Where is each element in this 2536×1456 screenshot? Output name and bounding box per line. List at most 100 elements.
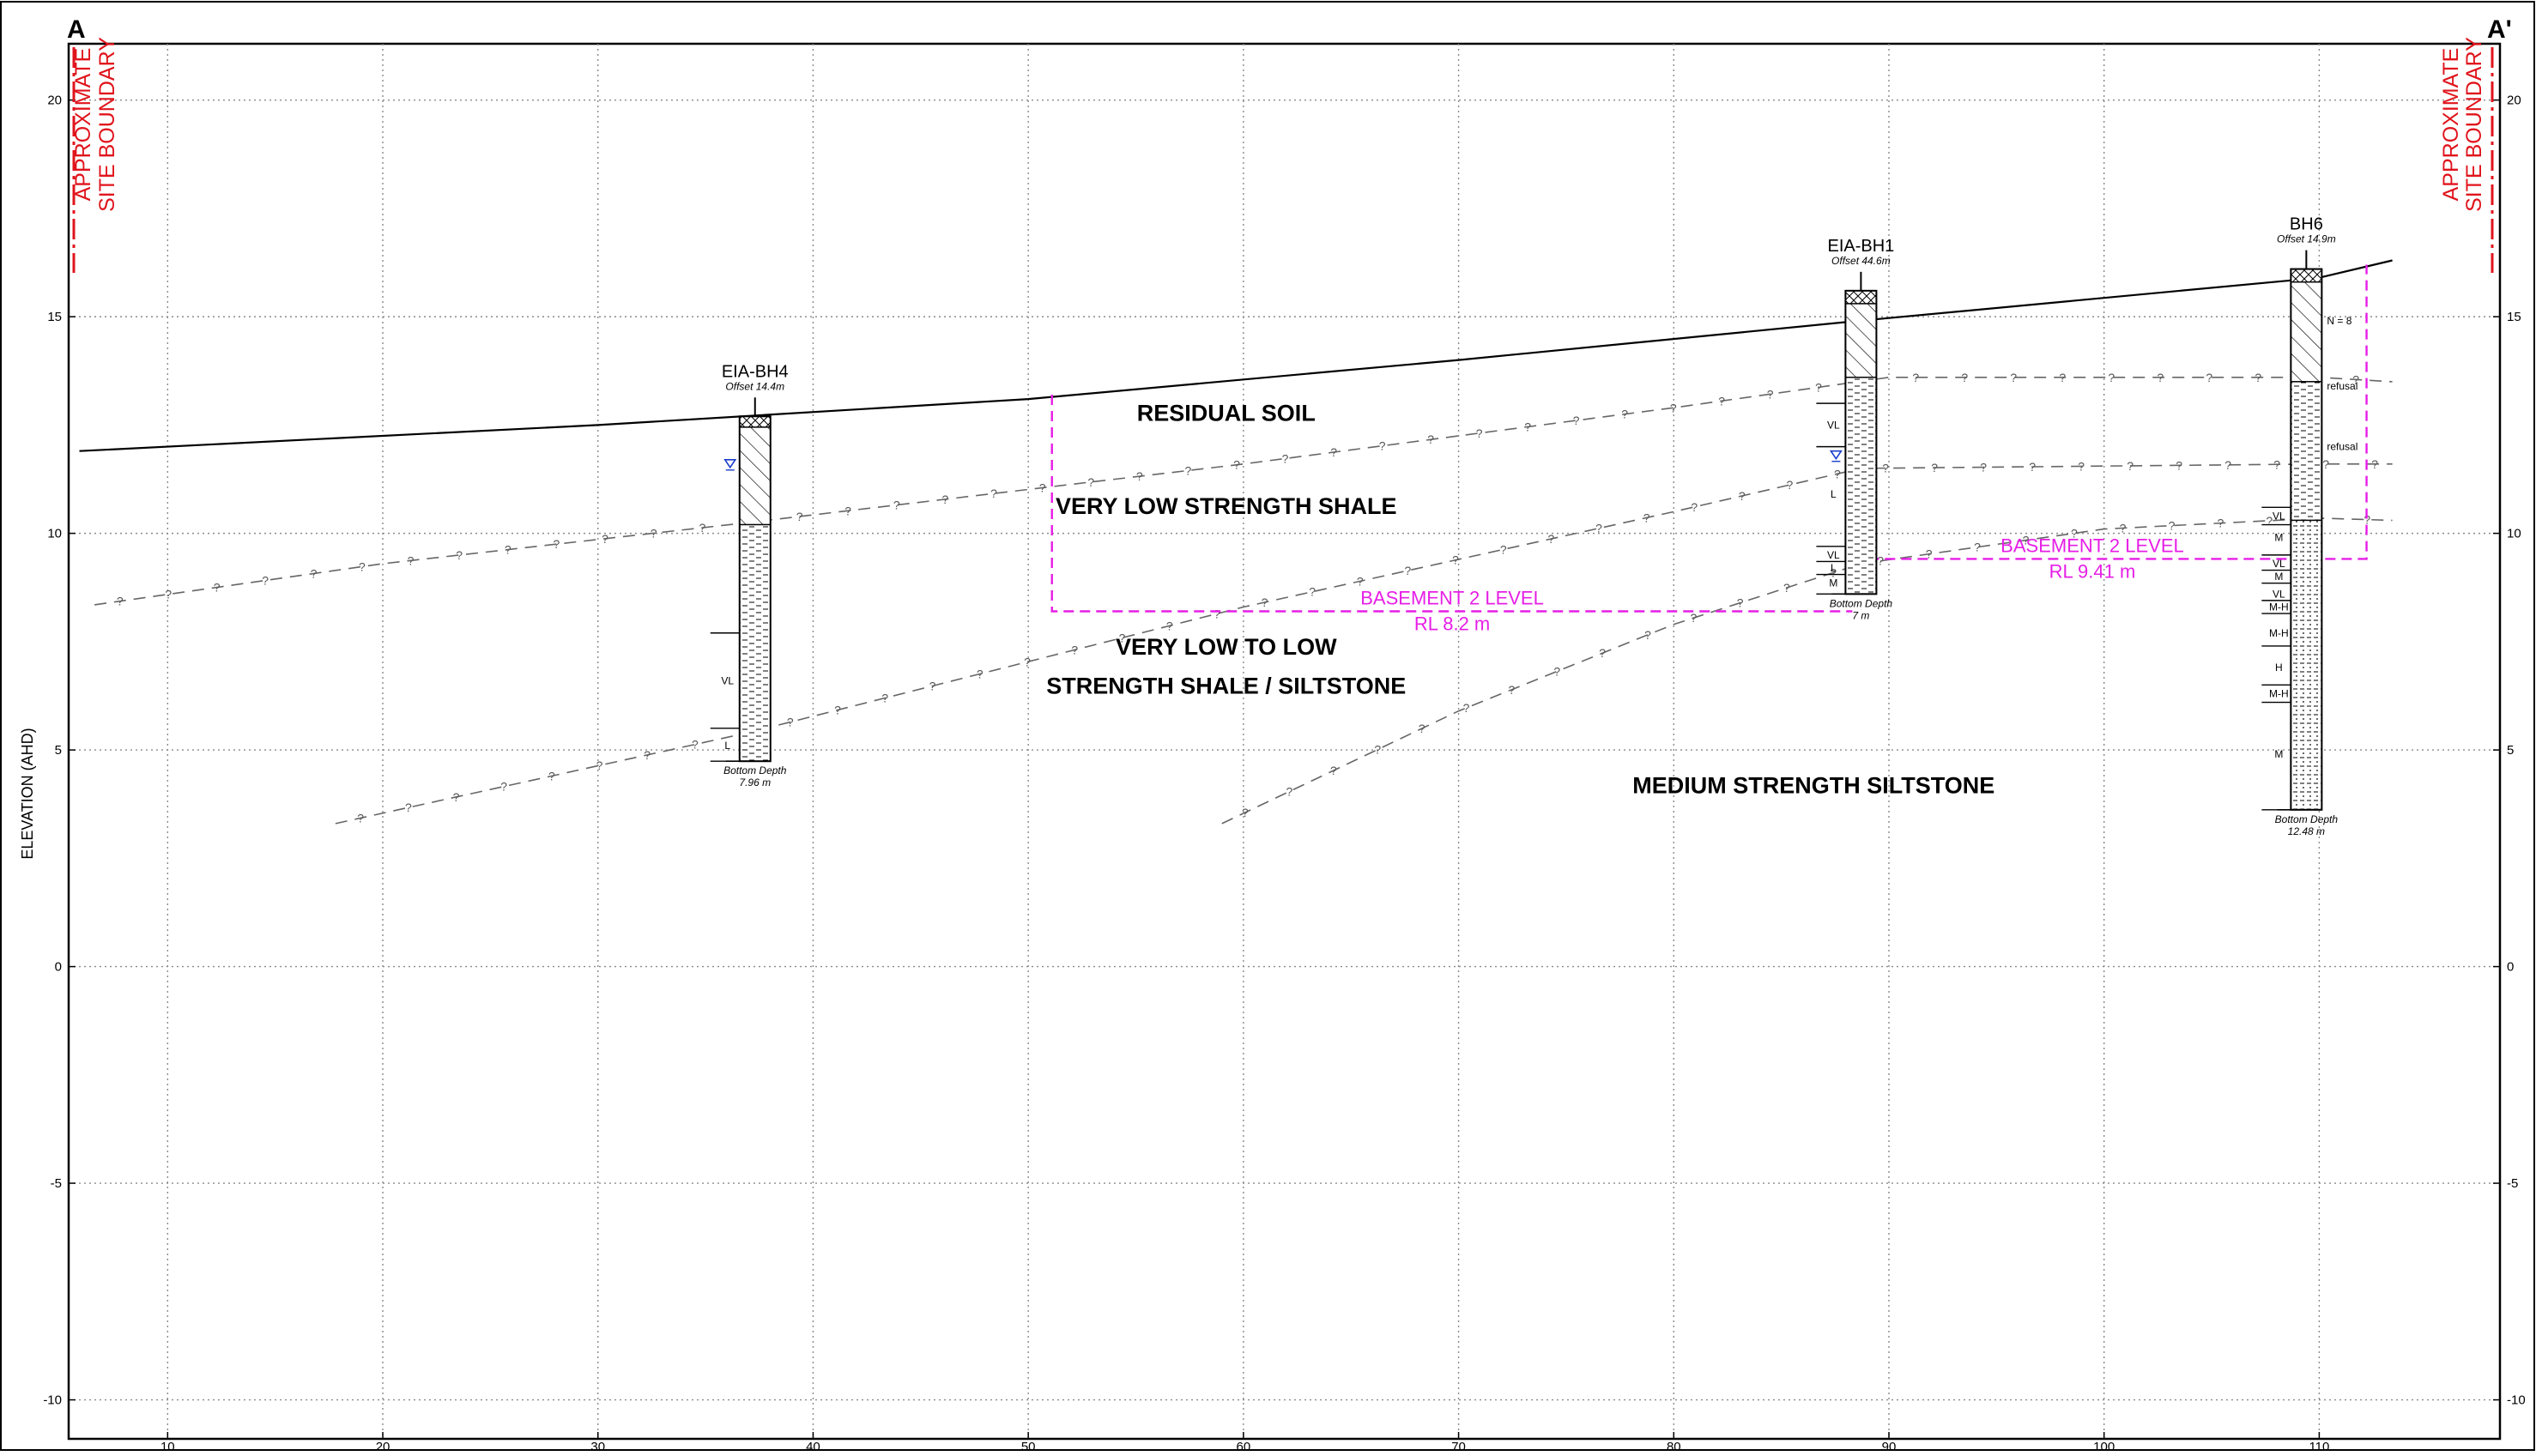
basement-rl: RL 9.41 m bbox=[2049, 560, 2136, 582]
uncertain-marker: ? bbox=[1882, 462, 1889, 475]
x-tick-label: 60 bbox=[1237, 1440, 1251, 1452]
basement-outline bbox=[1050, 395, 1853, 613]
uncertain-marker: ? bbox=[1691, 500, 1698, 514]
site-boundary-lines bbox=[72, 47, 2494, 273]
uncertain-marker: ? bbox=[405, 800, 412, 814]
uncertain-marker: ? bbox=[554, 537, 560, 551]
uncertain-marker: ? bbox=[548, 769, 555, 782]
uncertain-marker: ? bbox=[1643, 511, 1650, 524]
uncertain-marker: ? bbox=[2127, 459, 2134, 473]
uncertain-marker: ? bbox=[1783, 581, 1790, 595]
uncertain-marker: ? bbox=[1830, 565, 1837, 579]
bottom-depth-value: 7 m bbox=[1852, 609, 1869, 621]
uncertain-marker: ? bbox=[1737, 596, 1744, 610]
uncertain-marker: ? bbox=[1877, 554, 1884, 568]
uncertain-marker: ? bbox=[1262, 595, 1268, 609]
uncertain-marker: ? bbox=[1834, 467, 1841, 480]
log-layer-fill bbox=[2290, 268, 2323, 283]
x-tick-label: 70 bbox=[1451, 1440, 1466, 1452]
uncertain-marker: ? bbox=[1419, 722, 1425, 735]
unit-label: STRENGTH SHALE / SILTSTONE bbox=[1046, 673, 1406, 698]
uncertain-marker: ? bbox=[2176, 458, 2182, 472]
basement-outlines: BASEMENT 2 LEVEL RL 8.2 m BASEMENT 2 LEVEL… bbox=[1050, 264, 2368, 635]
uncertain-marker: ? bbox=[881, 692, 888, 705]
uncertain-marker: ? bbox=[1309, 585, 1316, 599]
y-tick-label-right: 10 bbox=[2507, 527, 2521, 541]
uncertain-marker: ? bbox=[1573, 414, 1580, 427]
x-tick-label: 100 bbox=[2093, 1440, 2115, 1452]
uncertain-marker: ? bbox=[1553, 665, 1560, 679]
uncertain-marker: ? bbox=[1242, 806, 1249, 819]
groundwater-icon bbox=[1829, 450, 1843, 461]
y-tick-label-right: -5 bbox=[2507, 1176, 2518, 1191]
left-boundary-line1: APPROXIMATE bbox=[71, 48, 95, 202]
uncertain-marker: ? bbox=[1119, 631, 1126, 644]
rock-strength-label: M bbox=[2274, 748, 2283, 760]
y-tick-label-right: 0 bbox=[2507, 960, 2514, 975]
uncertain-marker: ? bbox=[2078, 459, 2085, 473]
uncertain-marker: ? bbox=[1452, 553, 1459, 567]
uncertain-marker: ? bbox=[990, 486, 997, 500]
rock-strength-label: M-H bbox=[2269, 601, 2289, 613]
left-boundary-line2: SITE BOUNDARY bbox=[95, 37, 119, 212]
uncertain-marker: ? bbox=[1024, 655, 1031, 668]
uncertain-marker: ? bbox=[699, 521, 705, 535]
uncertain-marker: ? bbox=[2273, 457, 2280, 471]
bottom-depth-value: 7.96 m bbox=[739, 776, 771, 788]
uncertain-marker: ? bbox=[2266, 514, 2273, 528]
groundwater-icon bbox=[723, 459, 737, 469]
uncertain-marker: ? bbox=[1374, 743, 1381, 757]
y-tick-label-right: 15 bbox=[2507, 310, 2521, 324]
uncertain-marker: ? bbox=[1644, 628, 1651, 642]
uncertain-marker: ? bbox=[1691, 611, 1698, 625]
unit-label: RESIDUAL SOIL bbox=[1137, 400, 1316, 426]
log-layer-fill bbox=[739, 415, 772, 428]
rock-strength-label: M bbox=[2274, 532, 2283, 544]
rock-strength-label: VL bbox=[2273, 588, 2285, 600]
uncertain-marker: ? bbox=[1961, 371, 1968, 384]
y-tick-label-left: 10 bbox=[47, 527, 62, 541]
section-start-label: A bbox=[67, 15, 86, 44]
unit-label: VERY LOW TO LOW bbox=[1116, 634, 1337, 660]
uncertain-marker: ? bbox=[408, 553, 415, 567]
y-tick-label-right: 5 bbox=[2507, 743, 2514, 758]
x-tick-label: 20 bbox=[376, 1440, 390, 1452]
grid bbox=[69, 44, 2500, 1439]
basement-title: BASEMENT 2 LEVEL bbox=[2000, 535, 2184, 556]
uncertain-marker: ? bbox=[1071, 643, 1078, 656]
uncertain-marker: ? bbox=[1330, 764, 1337, 777]
unit-label: VERY LOW STRENGTH SHALE bbox=[1056, 493, 1397, 519]
borehole-offset: Offset 44.6m bbox=[1831, 255, 1891, 267]
unit-label: MEDIUM STRENGTH SILTSTONE bbox=[1632, 773, 1994, 799]
basement-title: BASEMENT 2 LEVEL bbox=[1360, 588, 1544, 609]
y-tick-label-right: -10 bbox=[2507, 1393, 2526, 1408]
uncertain-marker: ? bbox=[1931, 461, 1938, 474]
uncertain-marker: ? bbox=[1379, 439, 1386, 453]
y-tick-label-right: 20 bbox=[2507, 94, 2521, 108]
uncertain-marker: ? bbox=[2352, 372, 2359, 386]
uncertain-marker: ? bbox=[1039, 481, 1046, 495]
rock-strength-label: VL bbox=[2273, 558, 2285, 570]
rock-strength-label: L bbox=[724, 740, 730, 752]
rock-strength-label: VL bbox=[1827, 549, 1840, 561]
uncertain-marker: ? bbox=[1405, 564, 1412, 577]
geological-unit-labels: RESIDUAL SOIL VERY LOW STRENGTH SHALE VERY… bbox=[1046, 400, 1994, 798]
uncertain-marker: ? bbox=[644, 748, 651, 762]
uncertain-marker: ? bbox=[1463, 701, 1470, 715]
uncertain-marker: ? bbox=[942, 492, 949, 506]
uncertain-marker: ? bbox=[1185, 463, 1192, 477]
uncertain-marker: ? bbox=[500, 780, 507, 794]
borehole-name: EIA-BH1 bbox=[1827, 237, 1894, 256]
uncertain-marker: ? bbox=[834, 704, 841, 717]
uncertain-marker: ? bbox=[262, 574, 269, 588]
uncertain-marker: ? bbox=[1547, 532, 1554, 546]
spt-note: refusal bbox=[2327, 380, 2357, 392]
uncertain-marker: ? bbox=[1166, 619, 1173, 632]
uncertain-marker: ? bbox=[2371, 457, 2378, 471]
rock-strength-label: VL bbox=[2273, 510, 2285, 522]
